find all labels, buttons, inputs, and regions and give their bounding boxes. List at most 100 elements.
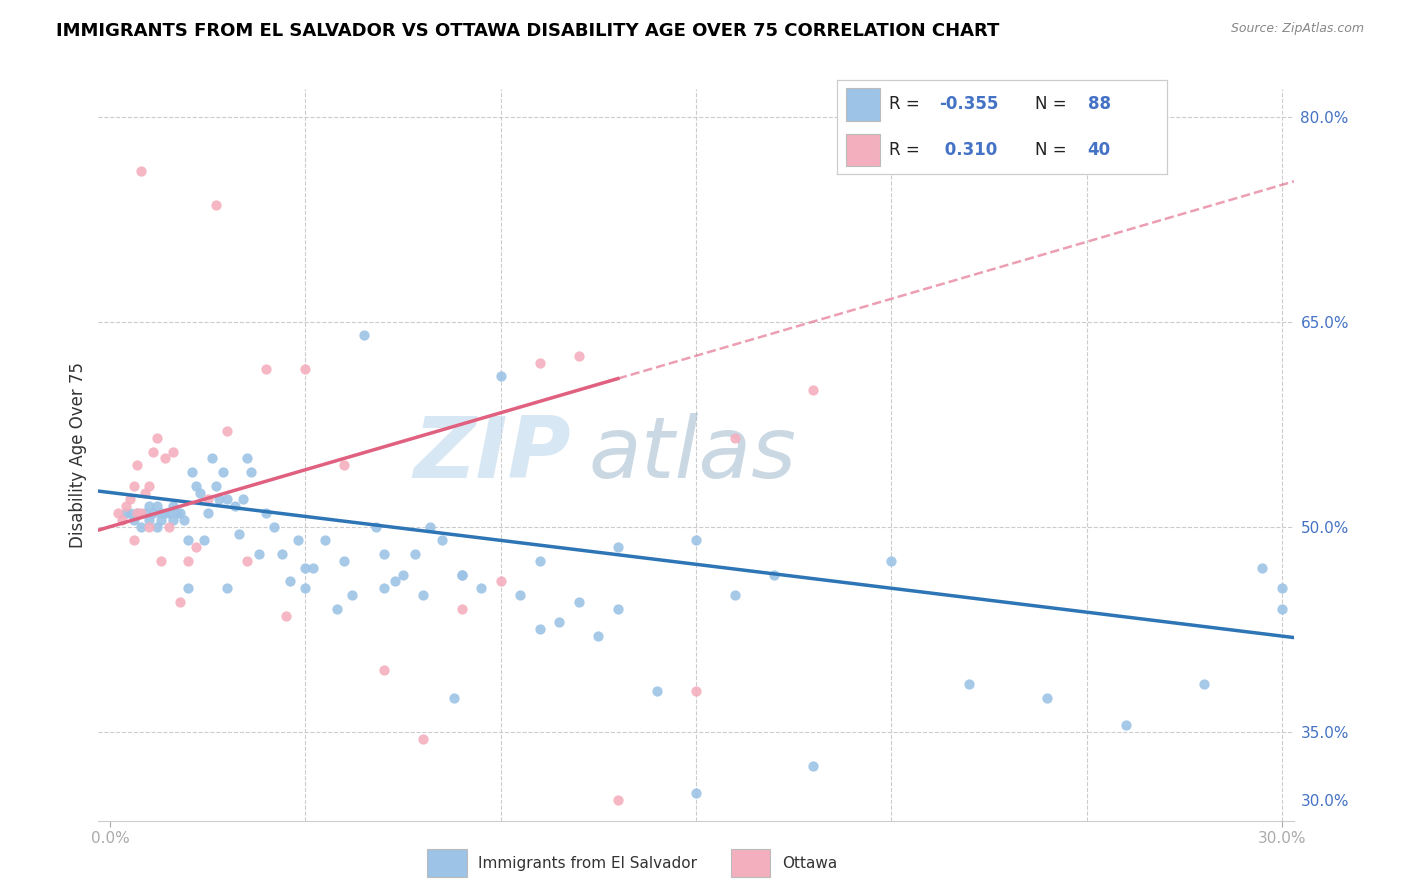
Point bbox=[314, 533, 336, 548]
Point bbox=[134, 506, 156, 520]
Point bbox=[254, 506, 277, 520]
Point bbox=[724, 431, 747, 445]
Point bbox=[146, 499, 169, 513]
Point bbox=[606, 540, 628, 554]
Point bbox=[236, 554, 259, 568]
Point bbox=[146, 431, 169, 445]
Point bbox=[450, 567, 472, 582]
Point bbox=[529, 622, 551, 636]
Text: 0.310: 0.310 bbox=[939, 141, 997, 159]
Point bbox=[114, 499, 136, 513]
Point bbox=[177, 581, 200, 595]
Point bbox=[548, 615, 571, 630]
Text: R =: R = bbox=[890, 95, 925, 113]
Point bbox=[224, 499, 246, 513]
Point bbox=[325, 601, 347, 615]
Point bbox=[294, 362, 316, 376]
Point bbox=[173, 513, 195, 527]
Point bbox=[606, 601, 628, 615]
Point bbox=[880, 554, 903, 568]
Point bbox=[1251, 560, 1274, 574]
Point bbox=[373, 663, 395, 677]
Point bbox=[217, 424, 239, 438]
Point bbox=[181, 465, 204, 479]
Text: Source: ZipAtlas.com: Source: ZipAtlas.com bbox=[1230, 22, 1364, 36]
Point bbox=[127, 506, 149, 520]
Point bbox=[162, 513, 184, 527]
Point bbox=[169, 595, 191, 609]
Point bbox=[801, 383, 824, 397]
Point bbox=[1271, 581, 1294, 595]
Point bbox=[138, 513, 160, 527]
Point bbox=[724, 588, 747, 602]
Point bbox=[470, 581, 492, 595]
Point bbox=[489, 369, 512, 384]
Text: N =: N = bbox=[1035, 141, 1071, 159]
Point bbox=[114, 506, 136, 520]
Point bbox=[419, 519, 441, 533]
Point bbox=[131, 506, 153, 520]
Point bbox=[685, 533, 707, 548]
Point bbox=[153, 506, 176, 520]
Point bbox=[177, 554, 200, 568]
Point bbox=[197, 506, 219, 520]
Point bbox=[208, 492, 231, 507]
Point bbox=[127, 506, 149, 520]
Point bbox=[169, 506, 191, 520]
Text: -0.355: -0.355 bbox=[939, 95, 998, 113]
Point bbox=[568, 595, 591, 609]
Point bbox=[193, 533, 215, 548]
Bar bbox=[846, 134, 880, 167]
Text: ZIP: ZIP bbox=[413, 413, 571, 497]
Text: IMMIGRANTS FROM EL SALVADOR VS OTTAWA DISABILITY AGE OVER 75 CORRELATION CHART: IMMIGRANTS FROM EL SALVADOR VS OTTAWA DI… bbox=[56, 22, 1000, 40]
Point bbox=[588, 629, 610, 643]
Point bbox=[384, 574, 406, 589]
Text: 88: 88 bbox=[1088, 95, 1111, 113]
Text: R =: R = bbox=[890, 141, 925, 159]
Text: atlas: atlas bbox=[588, 413, 796, 497]
Point bbox=[111, 513, 134, 527]
Point bbox=[118, 492, 141, 507]
Point bbox=[122, 513, 145, 527]
Point bbox=[184, 478, 207, 492]
Text: Ottawa: Ottawa bbox=[782, 855, 837, 871]
Point bbox=[162, 499, 184, 513]
Text: 40: 40 bbox=[1088, 141, 1111, 159]
Point bbox=[529, 554, 551, 568]
Point bbox=[122, 533, 145, 548]
Point bbox=[801, 759, 824, 773]
Point bbox=[212, 465, 235, 479]
Y-axis label: Disability Age Over 75: Disability Age Over 75 bbox=[69, 362, 87, 548]
Point bbox=[287, 533, 309, 548]
Point bbox=[228, 526, 250, 541]
Point bbox=[149, 554, 172, 568]
Point bbox=[685, 786, 707, 800]
Point bbox=[131, 164, 153, 178]
Point bbox=[392, 567, 415, 582]
Point bbox=[201, 451, 224, 466]
Point bbox=[131, 519, 153, 533]
Point bbox=[142, 506, 165, 520]
Point bbox=[217, 492, 239, 507]
Point bbox=[153, 451, 176, 466]
Point bbox=[204, 478, 226, 492]
Point bbox=[239, 465, 262, 479]
Point bbox=[1192, 677, 1215, 691]
Point bbox=[373, 547, 395, 561]
Point bbox=[373, 581, 395, 595]
Point bbox=[685, 683, 707, 698]
Point bbox=[509, 588, 531, 602]
Point bbox=[645, 683, 668, 698]
Text: Immigrants from El Salvador: Immigrants from El Salvador bbox=[478, 855, 697, 871]
Point bbox=[957, 677, 980, 691]
Point bbox=[197, 492, 219, 507]
Point bbox=[149, 513, 172, 527]
Point bbox=[294, 560, 316, 574]
Point bbox=[247, 547, 270, 561]
Bar bbox=[731, 849, 770, 877]
Point bbox=[1036, 690, 1059, 705]
Point bbox=[157, 519, 180, 533]
Point bbox=[142, 444, 165, 458]
Point bbox=[450, 601, 472, 615]
Point bbox=[138, 499, 160, 513]
